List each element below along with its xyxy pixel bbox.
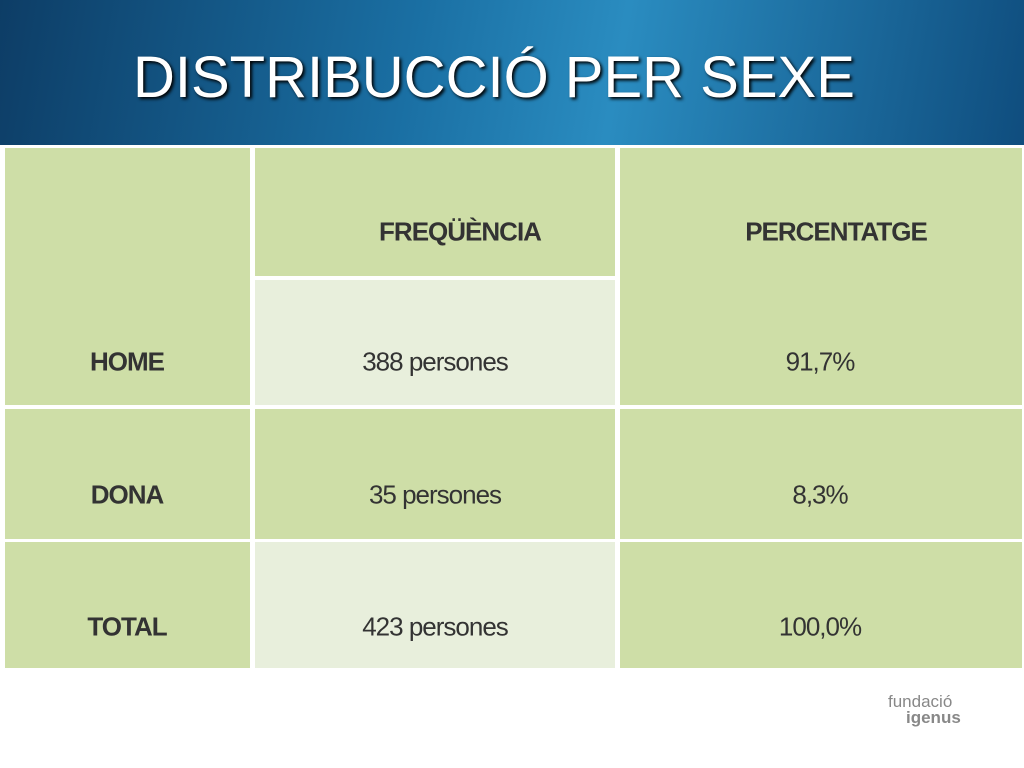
logo: fundació igenus	[888, 692, 961, 727]
cell	[5, 409, 250, 539]
cell	[620, 148, 1022, 405]
cell-text: 100,0%	[778, 611, 862, 642]
logo-line: fundació	[888, 692, 953, 711]
row-label: DONA	[90, 479, 165, 510]
cell-text: 8,3%	[792, 479, 848, 510]
cell	[5, 542, 250, 668]
cell	[5, 148, 250, 405]
column-header: PERCENTATGE	[745, 216, 928, 247]
cell	[255, 542, 615, 668]
cell	[255, 280, 615, 405]
cell	[620, 542, 1022, 668]
slide-title: DISTRIBUCCIÓ PER SEXE	[133, 45, 855, 110]
cell	[255, 148, 615, 276]
cell-text: 423 persones	[362, 611, 509, 642]
logo-line: igenus	[906, 708, 961, 727]
cell-text: 388 persones	[362, 346, 509, 377]
cell-text: 91,7%	[785, 346, 856, 377]
row-label: HOME	[90, 346, 165, 377]
title-banner	[0, 0, 1024, 145]
cell	[620, 409, 1022, 539]
cell-text: 35 persones	[368, 479, 502, 510]
cell	[255, 409, 615, 539]
row-label: TOTAL	[87, 611, 167, 642]
column-header: FREQÜÈNCIA	[379, 216, 542, 247]
